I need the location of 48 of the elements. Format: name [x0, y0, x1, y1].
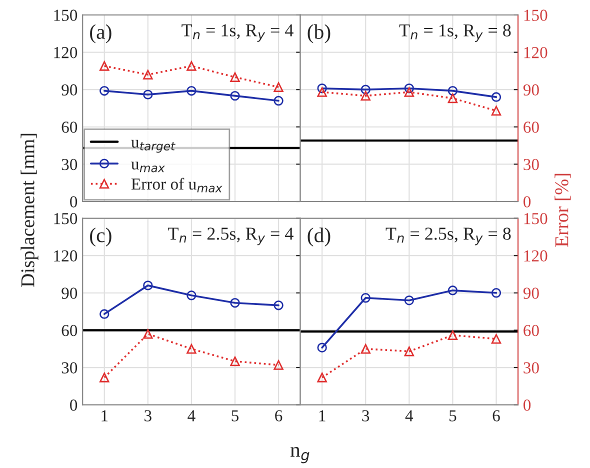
y-tick-label: 150	[54, 10, 78, 21]
y-tick-label: 30	[62, 158, 78, 170]
y-tick-label: 120	[524, 250, 548, 262]
x-tick-label: 4	[405, 410, 414, 422]
x-tick-label: 5	[450, 410, 456, 422]
annotation: T$_{n}$ = 2.5s, R$_{y}$ = 8	[386, 228, 511, 246]
y2-axis-title: Error [%]	[554, 174, 571, 247]
x-axis-title: n$_{g}$	[290, 446, 310, 464]
y-tick-label: 60	[524, 122, 539, 133]
y-tick-label: 120	[54, 250, 78, 262]
annotation: T$_{n}$ = 1s, R$_{y}$ = 4	[182, 24, 294, 42]
y-tick-label: 150	[54, 212, 78, 224]
annotation: (b)	[308, 24, 330, 44]
y-tick-label: 30	[524, 362, 539, 374]
y-tick-label: 0	[524, 196, 531, 208]
y-tick-label: 90	[62, 288, 78, 299]
legend-label: Error of u$_{max}$	[131, 178, 222, 192]
y-tick-label: 60	[524, 324, 539, 336]
x-tick-label: 3	[144, 410, 152, 422]
y-tick-label: 0	[70, 400, 78, 411]
y-axis-title: Displacement [mm]	[20, 134, 38, 287]
y-tick-label: 30	[524, 158, 539, 170]
x-tick-label: 5	[232, 410, 239, 422]
y-tick-label: 0	[524, 400, 531, 411]
y-tick-label: 150	[524, 10, 548, 21]
y-tick-label: 60	[62, 324, 78, 336]
annotation: T$_{n}$ = 1s, R$_{y}$ = 8	[399, 24, 511, 42]
y-tick-label: 90	[523, 288, 539, 299]
y-tick-label: 90	[523, 84, 539, 96]
y-tick-label: 120	[54, 46, 78, 58]
x-tick-label: 6	[275, 410, 282, 422]
annotation: (d)	[308, 228, 330, 247]
ref-line-label: u$_{target}$	[131, 140, 176, 153]
y-tick-label: 120	[524, 46, 548, 58]
x-tick-label: 1	[102, 410, 108, 422]
x-tick-label: 4	[188, 410, 196, 422]
annotation: (c)	[90, 228, 112, 247]
annotation: T$_{n}$ = 2.5s, R$_{y}$ = 4	[168, 228, 294, 246]
legend-label: u$_{max}$	[131, 162, 165, 172]
y-tick-label: 60	[62, 122, 78, 133]
annotation: (a)	[90, 24, 112, 44]
y-tick-label: 0	[70, 196, 78, 208]
y-tick-label: 150	[524, 212, 548, 224]
y-tick-label: 30	[62, 362, 78, 374]
x-tick-label: 3	[362, 410, 370, 422]
x-tick-label: 6	[492, 410, 500, 422]
x-tick-label: 1	[319, 410, 326, 422]
y-tick-label: 90	[62, 84, 78, 96]
